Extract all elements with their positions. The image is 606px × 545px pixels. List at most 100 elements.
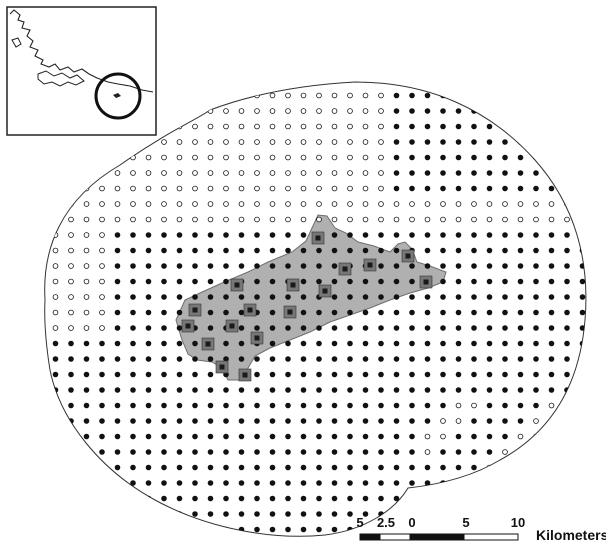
filled-point-icon [130,480,136,486]
filled-point-icon [316,402,322,409]
filled-point-icon [393,185,400,192]
filled-point-icon [130,247,136,254]
filled-point-icon [114,278,121,285]
filled-point-icon [502,433,508,440]
filled-point-icon [455,185,462,192]
open-point-icon [161,201,167,207]
filled-point-icon [533,294,539,300]
filled-point-icon [533,170,539,176]
filled-point-icon [207,263,214,269]
filled-point-icon [362,387,369,393]
filled-point-icon [455,356,462,362]
filled-point-icon [471,340,477,347]
open-point-icon [83,154,90,161]
filled-point-icon [300,464,307,471]
filled-point-icon [579,387,586,393]
filled-point-icon [517,185,524,192]
open-point-icon [99,309,105,316]
filled-point-icon [564,356,570,362]
open-point-icon [68,170,74,176]
open-point-icon [99,139,105,145]
scale-unit-label: Kilometers [536,527,606,543]
filled-point-icon [424,185,431,192]
filled-point-icon [393,108,400,114]
filled-point-icon [99,371,105,378]
open-point-icon [378,170,384,176]
filled-point-icon [331,418,338,424]
sample-site-center [254,335,260,341]
open-point-icon [316,123,322,130]
filled-point-icon [409,139,415,145]
filled-point-icon [533,247,539,254]
open-point-icon [269,108,276,114]
open-point-icon [207,185,214,192]
filled-point-icon [114,263,121,269]
filled-point-icon [316,464,322,471]
filled-point-icon [269,511,276,517]
filled-point-icon [114,247,121,254]
filled-point-icon [68,402,74,409]
filled-point-icon [192,418,198,424]
filled-point-icon [486,309,493,316]
open-point-icon [378,139,384,145]
filled-point-icon [579,123,586,130]
filled-point-icon [114,340,121,347]
filled-point-icon [533,139,539,145]
open-point-icon [38,264,43,269]
filled-point-icon [38,341,43,346]
filled-point-icon [517,309,524,316]
filled-point-icon [424,247,431,254]
filled-point-icon [471,278,477,285]
open-point-icon [285,92,291,99]
filled-point-icon [238,402,245,409]
filled-point-icon [378,247,384,254]
open-point-icon [455,402,462,409]
filled-point-icon [548,154,555,161]
filled-point-icon [579,418,586,424]
filled-point-icon [145,356,152,362]
filled-point-icon [440,108,446,114]
open-point-icon [38,248,43,253]
open-point-icon [548,216,555,223]
scale-tick-label: 5 [462,515,469,530]
filled-point-icon [83,356,90,362]
filled-point-icon [564,387,570,393]
filled-point-icon [68,356,74,362]
open-point-icon [440,433,446,440]
filled-point-icon [347,433,353,440]
open-point-icon [424,216,431,223]
filled-point-icon [52,402,59,409]
filled-point-icon [424,356,431,362]
filled-point-icon [161,232,167,238]
filled-point-icon [207,526,214,533]
open-point-icon [440,201,446,207]
filled-point-icon [161,464,167,471]
filled-point-icon [223,387,229,393]
filled-point-icon [424,154,431,161]
filled-point-icon [145,387,152,393]
open-point-icon [68,263,74,269]
open-point-icon [38,233,43,238]
filled-point-icon [130,449,136,455]
filled-point-icon [548,185,555,192]
filled-point-icon [99,387,105,393]
filled-point-icon [455,464,462,471]
open-point-icon [424,201,431,207]
filled-point-icon [517,371,524,378]
filled-point-icon [52,526,59,533]
filled-point-icon [114,371,121,378]
filled-point-icon [378,433,384,440]
open-point-icon [38,186,43,191]
filled-point-icon [564,371,570,378]
filled-point-icon [52,371,59,378]
open-point-icon [176,201,183,207]
filled-point-icon [548,294,555,300]
open-point-icon [52,294,59,300]
open-point-icon [486,216,493,223]
open-point-icon [238,170,245,176]
open-point-icon [114,139,121,145]
filled-point-icon [316,387,322,393]
filled-point-icon [254,232,260,238]
filled-point-icon [192,294,198,300]
filled-point-icon [548,139,555,145]
